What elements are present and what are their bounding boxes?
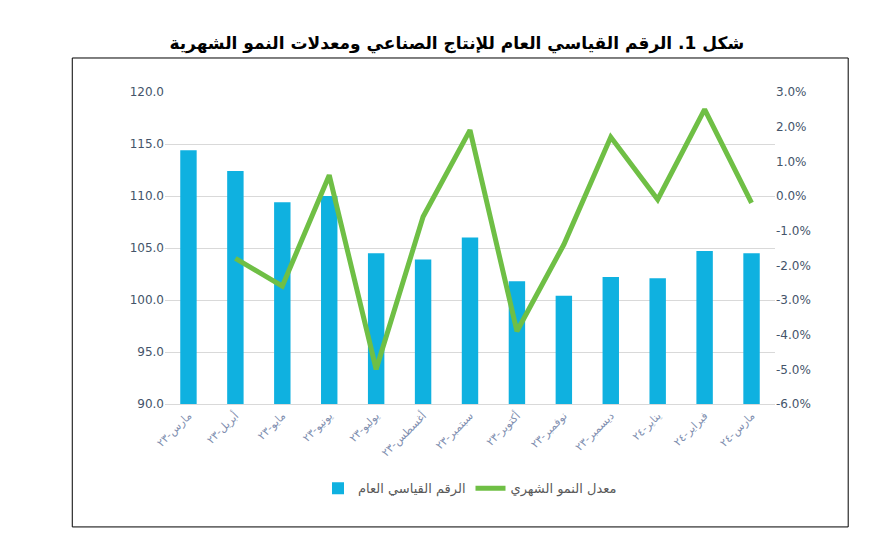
svg-text:مارس-٢٣: مارس-٢٣ [154, 409, 194, 449]
svg-text:105.0: 105.0 [130, 241, 164, 255]
svg-text:مايو-٢٣: مايو-٢٣ [255, 409, 288, 442]
svg-text:معدل النمو الشهري: معدل النمو الشهري [511, 481, 617, 497]
svg-text:يناير-٢٤: يناير-٢٤ [630, 410, 664, 444]
svg-text:2.0%: 2.0% [776, 120, 807, 134]
svg-text:شكل 1. الرقم القياسي العام للإ: شكل 1. الرقم القياسي العام للإنتاج الصنا… [169, 33, 744, 54]
svg-text:110.0: 110.0 [130, 189, 164, 203]
svg-text:الرقم القياسي العام: الرقم القياسي العام [358, 481, 466, 497]
svg-text:فبراير-٢٤: فبراير-٢٤ [671, 410, 710, 449]
svg-text:95.0: 95.0 [137, 345, 164, 359]
svg-text:يونيو-٢٣: يونيو-٢٣ [300, 410, 335, 445]
svg-text:-3.0%: -3.0% [776, 293, 811, 307]
svg-text:0.0%: 0.0% [776, 189, 807, 203]
svg-text:90.0: 90.0 [137, 397, 164, 411]
svg-text:يوليو-٢٣: يوليو-٢٣ [347, 410, 382, 445]
svg-text:مارس-٢٤: مارس-٢٤ [717, 409, 757, 449]
svg-text:-6.0%: -6.0% [776, 397, 811, 411]
svg-text:115.0: 115.0 [130, 137, 164, 151]
svg-text:ديسمبر-٢٣: ديسمبر-٢٣ [573, 409, 617, 453]
svg-text:-4.0%: -4.0% [776, 328, 811, 342]
svg-text:1.0%: 1.0% [776, 155, 807, 169]
svg-text:120.0: 120.0 [130, 85, 164, 99]
svg-text:-2.0%: -2.0% [776, 259, 811, 273]
svg-text:3.0%: 3.0% [776, 85, 807, 99]
svg-text:أبريل-٢٣: أبريل-٢٣ [204, 409, 242, 447]
svg-text:نوفمبر-٢٣: نوفمبر-٢٣ [528, 410, 569, 451]
svg-text:-1.0%: -1.0% [776, 224, 811, 238]
svg-text:سبتمبر-٢٣: سبتمبر-٢٣ [433, 410, 476, 453]
svg-text:أكتوبر-٢٣: أكتوبر-٢٣ [483, 409, 523, 449]
svg-text:-5.0%: -5.0% [776, 363, 811, 377]
svg-text:أغسطس-٢٣: أغسطس-٢٣ [379, 409, 430, 460]
svg-text:100.0: 100.0 [130, 293, 164, 307]
